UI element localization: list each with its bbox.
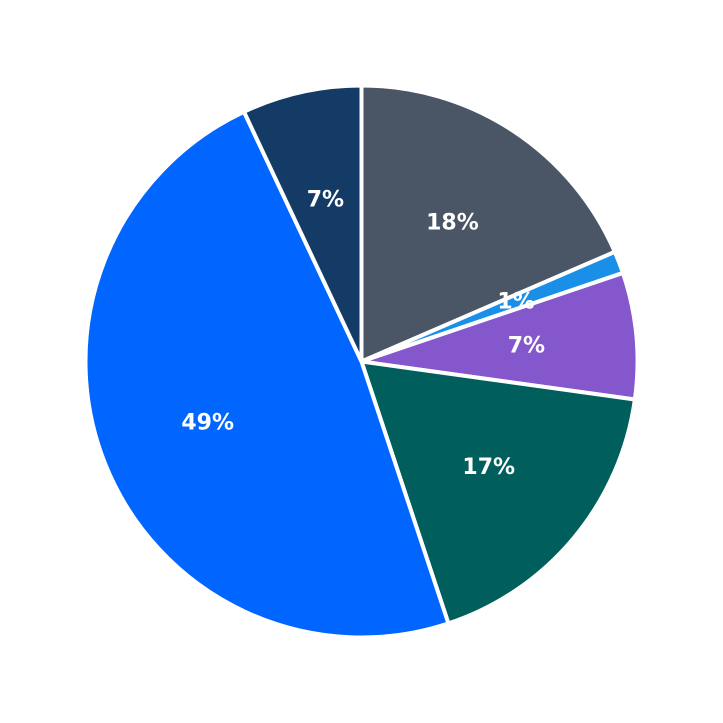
pie-slice — [241, 83, 364, 363]
slice-percentage-label: 7% — [508, 333, 545, 358]
pie-slice — [359, 83, 618, 365]
pie-slice-labels: 18% 1% 7% 17% 49% 7% — [181, 187, 545, 480]
slice-percentage-label: 18% — [426, 211, 479, 236]
pie-slice — [358, 359, 638, 626]
slice-percentage-label: 17% — [462, 455, 515, 480]
pie-slice — [360, 270, 640, 402]
pie-slice — [83, 109, 451, 640]
slice-percentage-label: 1% — [497, 289, 534, 314]
slice-percentage-label: 49% — [181, 410, 234, 435]
slice-percentage-label: 7% — [307, 187, 344, 212]
pie-slices — [83, 83, 640, 640]
